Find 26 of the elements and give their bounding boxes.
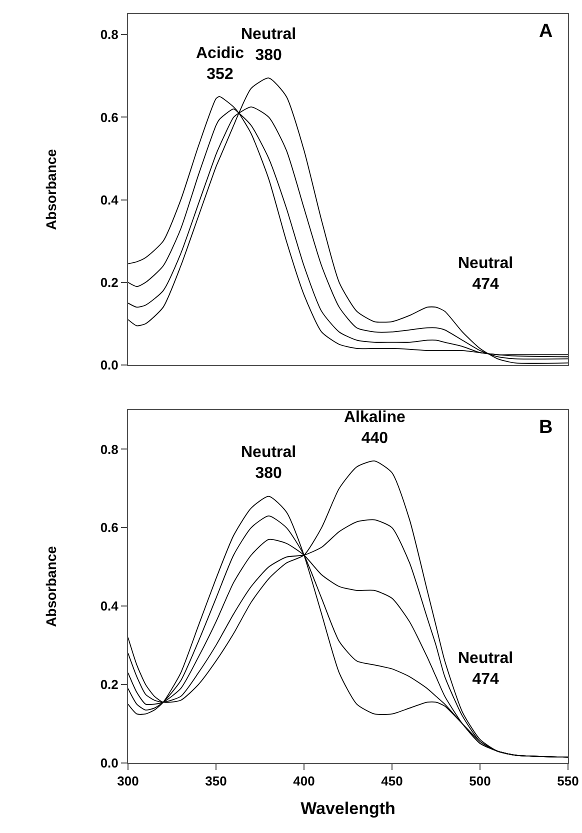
y-tick-label: 0.8 [100,442,118,457]
y-tick-label: 0.2 [100,677,118,692]
annotation: Neutral 380 [241,444,296,482]
x-tick-label: 350 [205,774,227,789]
x-tick-label: 450 [381,774,403,789]
x-tick-label: 400 [293,774,315,789]
x-tick-label: 300 [117,774,139,789]
annotation: Acidic 352 [196,45,244,83]
y-tick-label: 0.2 [100,274,118,290]
x-tick-label: 500 [469,774,491,789]
annotation: A [539,21,553,42]
y-tick-label: 0.4 [100,192,120,208]
y-tick-label: 0.0 [100,756,118,771]
y-axis-title: Absorbance [42,546,59,627]
annotation: B [539,417,553,438]
x-axis-title: Wavelength [300,799,396,818]
annotation: Alkaline 440 [344,409,406,447]
y-axis-title: Absorbance [42,148,59,230]
x-tick-label: 550 [557,774,579,789]
y-tick-label: 0.6 [100,110,118,125]
y-tick-label: 0.4 [100,598,120,614]
annotation: Neutral 474 [458,650,514,688]
y-tick-label: 0.0 [100,358,118,373]
y-tick-label: 0.6 [100,520,118,536]
y-tick-label: 0.8 [100,27,118,42]
annotation: Neutral 474 [458,255,514,293]
